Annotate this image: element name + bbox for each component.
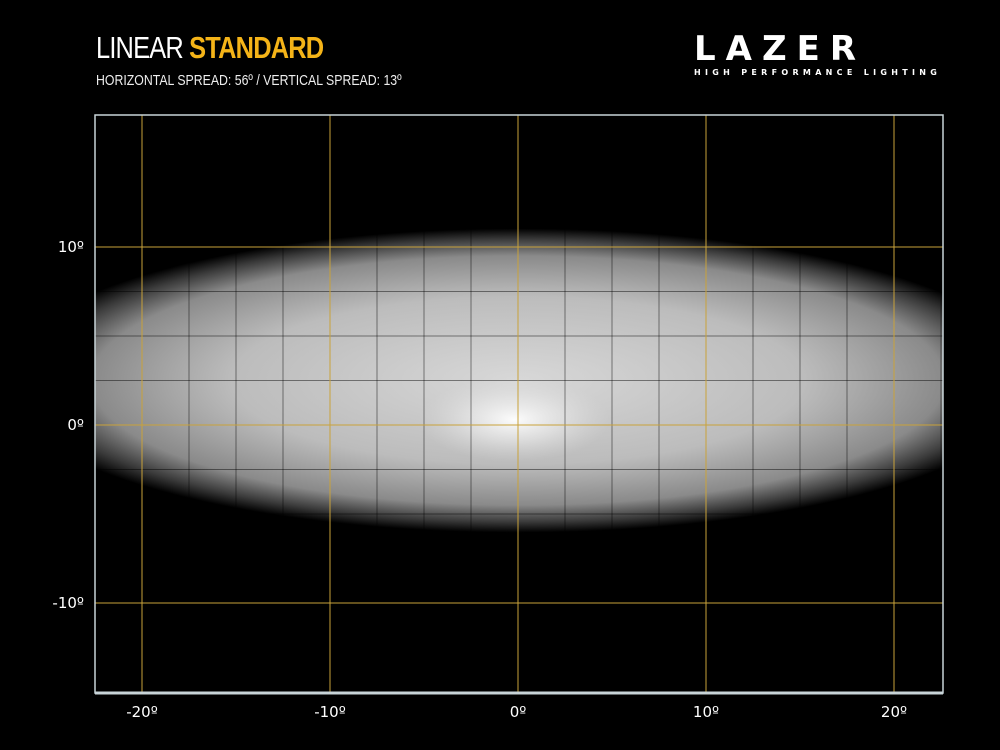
- title-main: LINEAR: [96, 30, 184, 65]
- beam-hotspot: [419, 377, 610, 462]
- x-tick-label: 20º: [881, 703, 907, 721]
- logo-tagline: HIGH PERFORMANCE LIGHTING: [694, 68, 942, 77]
- x-tick-label: 0º: [510, 703, 527, 721]
- y-tick-label: -10º: [52, 594, 84, 612]
- page-title: LINEAR STANDARD: [96, 30, 324, 66]
- y-tick-label: 0º: [67, 416, 84, 434]
- spread-subtitle: HORIZONTAL SPREAD: 56º / VERTICAL SPREAD…: [96, 72, 402, 89]
- title-highlight: STANDARD: [189, 30, 324, 65]
- logo-word: LAZER: [694, 29, 867, 69]
- y-tick-label: 10º: [58, 238, 84, 256]
- x-tick-label: -20º: [126, 703, 158, 721]
- x-tick-label: -10º: [314, 703, 346, 721]
- x-tick-label: 10º: [693, 703, 719, 721]
- lazer-logo: LAZER HIGH PERFORMANCE LIGHTING: [694, 29, 946, 77]
